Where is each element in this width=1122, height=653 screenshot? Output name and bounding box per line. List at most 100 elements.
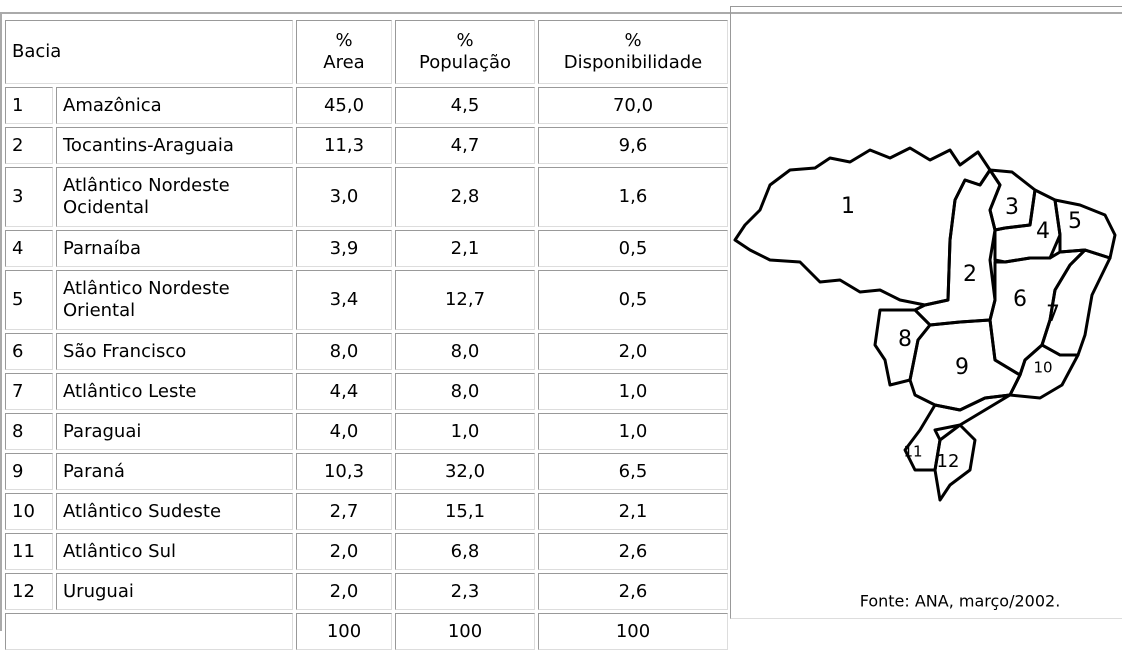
value-cell: 2,0	[296, 573, 392, 610]
value-cell: 1,0	[538, 373, 728, 410]
map-label: 4	[1036, 219, 1050, 244]
outline-10	[1008, 343, 1080, 400]
row: 4 Parnaíba 3,9 2,1 0,5	[5, 230, 728, 267]
map-label: 9	[955, 355, 969, 380]
value-cell: 32,0	[395, 453, 535, 490]
number-cell: 3	[5, 167, 53, 227]
name-cell: Atlântico Sul	[56, 533, 293, 570]
value-cell: 4,5	[395, 87, 535, 124]
name-cell: Paraná	[56, 453, 293, 490]
map-label: 2	[963, 262, 977, 287]
value-cell: 2,3	[395, 573, 535, 610]
value-cell: 0,5	[538, 270, 728, 330]
map-label: 10	[1033, 359, 1052, 377]
row: 1 Amazônica 45,0 4,5 70,0	[5, 87, 728, 124]
row: 3 Atlântico Nordeste Ocidental 3,0 2,8 1,6	[5, 167, 728, 227]
number-cell: 8	[5, 413, 53, 450]
value-cell: 2,6	[538, 533, 728, 570]
name-cell: Tocantins-Araguaia	[56, 127, 293, 164]
value-cell: 15,1	[395, 493, 535, 530]
name-cell: Atlântico Nordeste Ocidental	[56, 167, 293, 227]
row: 6 São Francisco 8,0 8,0 2,0	[5, 333, 728, 370]
name-cell: São Francisco	[56, 333, 293, 370]
name-cell: Uruguai	[56, 573, 293, 610]
map-label: 7	[1046, 302, 1060, 327]
map-label: 5	[1068, 209, 1082, 234]
header-cell: % População	[395, 20, 535, 84]
basin-table: Bacia % Area % População % Disponibilida…	[2, 17, 731, 653]
name-cell: Atlântico Sudeste	[56, 493, 293, 530]
number-cell: 11	[5, 533, 53, 570]
value-cell: 11,3	[296, 127, 392, 164]
map-label: 3	[1005, 195, 1019, 220]
value-cell: 9,6	[538, 127, 728, 164]
value-cell: 8,0	[395, 373, 535, 410]
number-cell: 1	[5, 87, 53, 124]
number-cell: 10	[5, 493, 53, 530]
value-cell: 70,0	[538, 87, 728, 124]
row: 11 Atlântico Sul 2,0 6,8 2,6	[5, 533, 728, 570]
header-cell: % Area	[296, 20, 392, 84]
value-cell: 2,8	[395, 167, 535, 227]
row: 5 Atlântico Nordeste Oriental 3,4 12,7 0,5	[5, 270, 728, 330]
value-cell: 3,0	[296, 167, 392, 227]
number-cell: 6	[5, 333, 53, 370]
header-cell: Bacia	[5, 20, 293, 84]
header-row: Bacia % Area % População % Disponibilida…	[5, 20, 728, 84]
row: 7 Atlântico Leste 4,4 8,0 1,0	[5, 373, 728, 410]
map-cell	[730, 6, 1122, 619]
value-cell: 10,3	[296, 453, 392, 490]
value-cell: 6,8	[395, 533, 535, 570]
value-cell: 12,7	[395, 270, 535, 330]
value-cell: 1,6	[538, 167, 728, 227]
map: 1 2 3 4 5 6 7 8 9 10 11 12 Fonte: ANA, m…	[733, 146, 1117, 611]
value-cell: 3,9	[296, 230, 392, 267]
basin-outlines	[733, 146, 1117, 502]
number-cell: 4	[5, 230, 53, 267]
value-cell: 3,4	[296, 270, 392, 330]
map-label: 6	[1013, 287, 1027, 312]
value-cell: 0,5	[538, 230, 728, 267]
outline-11	[903, 393, 1012, 472]
value-cell: 2,1	[538, 493, 728, 530]
row: 10 Atlântico Sudeste 2,7 15,1 2,1	[5, 493, 728, 530]
name-cell: Parnaíba	[56, 230, 293, 267]
value-cell: 8,0	[395, 333, 535, 370]
map-label: 11	[903, 443, 922, 461]
number-cell: 9	[5, 453, 53, 490]
map-label: 12	[937, 451, 960, 472]
value-cell: 4,4	[296, 373, 392, 410]
page: Bacia % Area % População % Disponibilida…	[0, 6, 1122, 650]
value-cell: 2,0	[296, 533, 392, 570]
name-cell: Paraguai	[56, 413, 293, 450]
row: 12 Uruguai 2,0 2,3 2,6	[5, 573, 728, 610]
frame: Bacia % Area % População % Disponibilida…	[0, 12, 1122, 650]
outline-12	[933, 423, 977, 502]
value-cell: 45,0	[296, 87, 392, 124]
number-cell: 12	[5, 573, 53, 610]
value-cell: 4,0	[296, 413, 392, 450]
value-cell: 8,0	[296, 333, 392, 370]
value-cell: 1,0	[538, 413, 728, 450]
row: 2 Tocantins-Araguaia 11,3 4,7 9,6	[5, 127, 728, 164]
name-cell: Atlântico Leste	[56, 373, 293, 410]
outline-2	[913, 168, 1002, 327]
header-cell: % Disponibilidade	[538, 20, 728, 84]
number-cell: 7	[5, 373, 53, 410]
row: 8 Paraguai 4,0 1,0 1,0	[5, 413, 728, 450]
value-cell: 2,6	[538, 573, 728, 610]
row: 9 Paraná 10,3 32,0 6,5	[5, 453, 728, 490]
value-cell: 2,7	[296, 493, 392, 530]
map-label: 8	[898, 327, 912, 352]
value-cell: 1,0	[395, 413, 535, 450]
name-cell: Atlântico Nordeste Oriental	[56, 270, 293, 330]
value-cell: 2,1	[395, 230, 535, 267]
value-cell: 2,0	[538, 333, 728, 370]
value-cell: 4,7	[395, 127, 535, 164]
name-cell: Amazônica	[56, 87, 293, 124]
number-cell: 5	[5, 270, 53, 330]
number-cell: 2	[5, 127, 53, 164]
map-label: 1	[841, 194, 855, 219]
source-note: Fonte: ANA, março/2002.	[860, 592, 1061, 611]
value-cell: 6,5	[538, 453, 728, 490]
